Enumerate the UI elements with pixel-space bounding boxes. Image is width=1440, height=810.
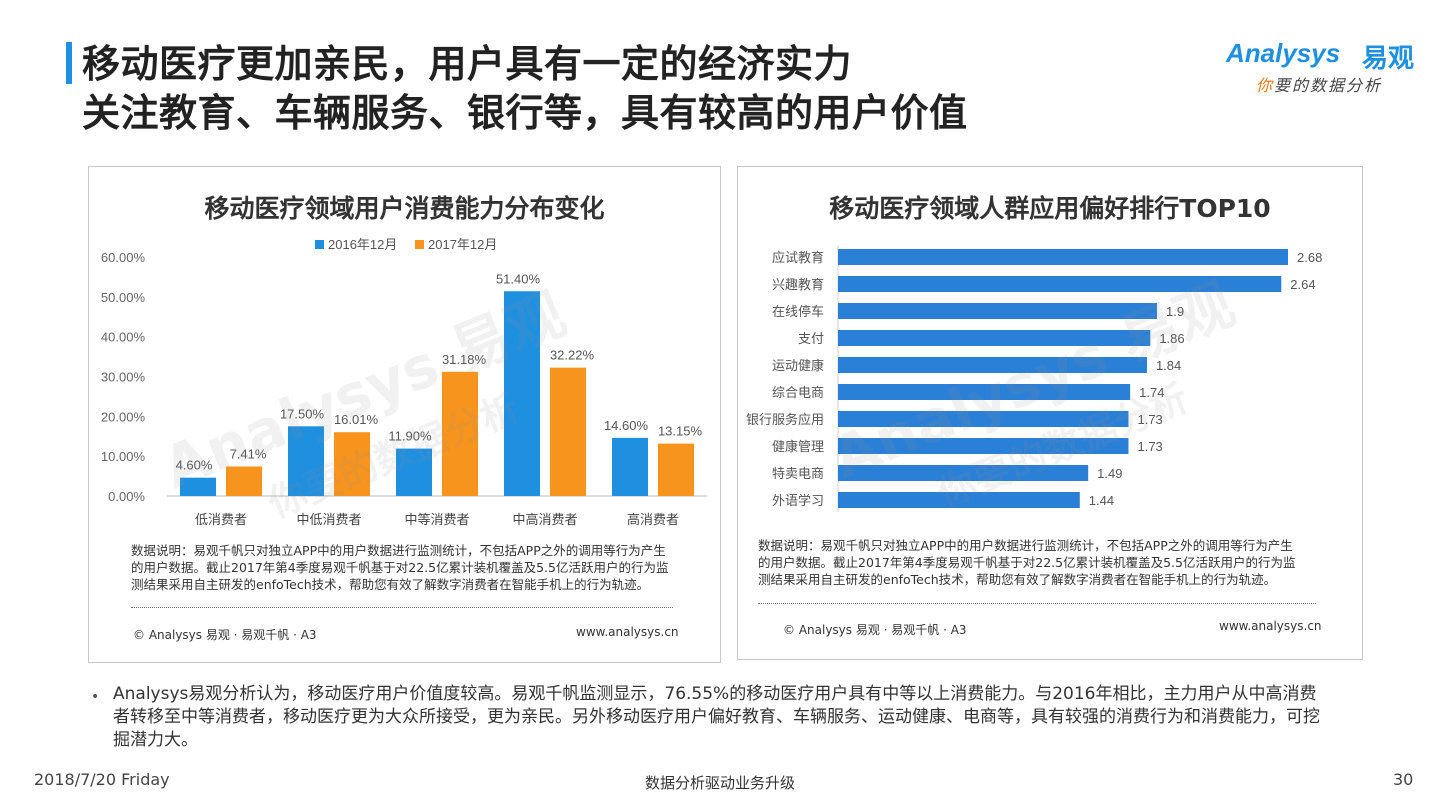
data-label: 1.73 xyxy=(1137,412,1162,427)
bar xyxy=(504,291,540,496)
preference-chart-panel: 移动医疗领域人群应用偏好排行TOP10 应试教育 2.68 兴趣教育 2.64 在线停车… xyxy=(737,166,1363,660)
category-label: 健康管理 xyxy=(772,439,824,454)
preference-chart-title: 移动医疗领域人群应用偏好排行TOP10 xyxy=(829,194,1271,223)
x-tick-label: 低消费者 xyxy=(195,512,247,527)
footer-slogan: 数据分析驱动业务升级 xyxy=(644,774,795,792)
bar xyxy=(838,357,1147,373)
data-label: 4.60% xyxy=(176,458,213,473)
analysys-logo: Analysys 易观 你要的数据分析 xyxy=(1226,38,1416,96)
consumption-chart-panel: 移动医疗领域用户消费能力分布变化 2016年12月 2017年12月 0.00% 10… xyxy=(88,166,721,663)
divider xyxy=(758,603,1316,604)
bar xyxy=(550,367,586,496)
y-tick-label: 60.00% xyxy=(101,250,146,265)
website-text: www.analysys.cn xyxy=(1219,619,1322,633)
category-label: 运动健康 xyxy=(772,358,824,373)
bar xyxy=(658,443,694,496)
legend-label: 2017年12月 xyxy=(428,237,497,252)
category-label: 特卖电商 xyxy=(772,466,824,481)
y-tick-label: 40.00% xyxy=(101,330,146,345)
category-label: 支付 xyxy=(798,331,824,346)
bar xyxy=(838,465,1089,481)
divider xyxy=(131,607,673,608)
x-tick-label: 高消费者 xyxy=(627,512,679,527)
category-label: 银行服务应用 xyxy=(746,412,824,427)
data-label: 51.40% xyxy=(496,271,541,286)
bar xyxy=(838,303,1158,319)
category-label: 外语学习 xyxy=(772,493,824,508)
bar xyxy=(838,384,1131,400)
category-label: 应试教育 xyxy=(772,250,824,265)
bar xyxy=(838,411,1129,427)
category-label: 兴趣教育 xyxy=(772,277,824,292)
logo-tagline-rest: 要的数据分析 xyxy=(1274,76,1383,95)
y-tick-label: 20.00% xyxy=(101,409,146,424)
data-label: 17.50% xyxy=(280,406,325,421)
x-tick-label: 中高消费者 xyxy=(512,512,577,527)
data-label: 16.01% xyxy=(334,412,379,427)
data-label: 7.41% xyxy=(230,446,267,461)
bullet-icon: • xyxy=(91,689,100,705)
page-number: 30 xyxy=(1393,770,1414,789)
data-label: 2.64 xyxy=(1290,277,1315,292)
bar xyxy=(612,437,648,496)
data-label: 1.9 xyxy=(1166,304,1184,319)
category-label: 在线停车 xyxy=(772,304,824,319)
data-label: 32.22% xyxy=(550,348,595,363)
bar xyxy=(180,477,216,496)
bar xyxy=(396,448,432,496)
y-tick-label: 10.00% xyxy=(101,449,146,464)
website-text: www.analysys.cn xyxy=(576,625,679,639)
x-tick-label: 中等消费者 xyxy=(404,512,469,527)
data-label: 2.68 xyxy=(1297,250,1322,265)
bar xyxy=(226,466,262,496)
logo-brand-cn: 易观 xyxy=(1362,44,1415,74)
copyright-text: © Analysys 易观 · 易观千帆 · A3 xyxy=(133,628,317,642)
y-tick-label: 0.00% xyxy=(108,489,145,504)
page-title-line2: 关注教育、车辆服务、银行等，具有较高的用户价值 xyxy=(82,91,968,135)
data-label: 11.90% xyxy=(388,429,432,444)
x-tick-label: 中低消费者 xyxy=(296,512,361,527)
legend-label: 2016年12月 xyxy=(328,237,397,252)
data-label: 1.49 xyxy=(1097,466,1122,481)
data-label: 1.73 xyxy=(1137,439,1162,454)
bar xyxy=(838,276,1282,292)
data-label: 1.84 xyxy=(1156,358,1181,373)
preference-chart: 应试教育 2.68 兴趣教育 2.64 在线停车 1.9 支付 1.86 运动健康 1.84 综合电… xyxy=(746,245,1322,512)
logo-tagline-highlight: 你 xyxy=(1256,76,1275,95)
summary-text: Analysys易观分析认为，移动医疗用户价值度较高。易观千帆监测显示，76.5… xyxy=(113,684,1320,750)
data-label: 13.15% xyxy=(658,424,703,439)
data-note: 数据说明：易观千帆只对独立APP中的用户数据进行监测统计，不包括APP之外的调用… xyxy=(131,543,669,592)
logo-tagline: 你要的数据分析 xyxy=(1256,72,1382,96)
page-title-line1: 移动医疗更加亲民，用户具有一定的经济实力 xyxy=(82,42,853,86)
title-accent-bar xyxy=(66,42,72,84)
legend-swatch xyxy=(415,240,424,249)
logo-brand-en: Analysys xyxy=(1226,38,1341,68)
data-label: 1.44 xyxy=(1089,493,1114,508)
consumption-chart-title: 移动医疗领域用户消费能力分布变化 xyxy=(204,194,605,223)
data-label: 14.60% xyxy=(604,418,649,433)
bar xyxy=(838,330,1151,346)
category-label: 综合电商 xyxy=(772,385,824,400)
bar xyxy=(288,426,324,496)
data-note: 数据说明：易观千帆只对独立APP中的用户数据进行监测统计，不包括APP之外的调用… xyxy=(758,538,1296,587)
consumption-chart: 2016年12月 2017年12月 0.00% 10.00% 20.00% 30.00% 4… xyxy=(101,237,707,527)
data-label: 1.86 xyxy=(1159,331,1184,346)
y-tick-label: 30.00% xyxy=(101,370,146,385)
footer-date: 2018/7/20 Friday xyxy=(34,770,170,789)
legend-swatch xyxy=(315,240,324,249)
y-tick-label: 50.00% xyxy=(101,290,146,305)
bar xyxy=(838,249,1288,265)
bar xyxy=(334,432,370,496)
bar xyxy=(838,492,1080,508)
bar xyxy=(442,371,478,496)
page-title: 移动医疗更加亲民，用户具有一定的经济实力 关注教育、车辆服务、银行等，具有较高的… xyxy=(82,40,968,138)
copyright-text: © Analysys 易观 · 易观千帆 · A3 xyxy=(783,623,967,637)
bar xyxy=(838,438,1129,454)
data-label: 31.18% xyxy=(442,352,487,367)
data-label: 1.74 xyxy=(1139,385,1164,400)
